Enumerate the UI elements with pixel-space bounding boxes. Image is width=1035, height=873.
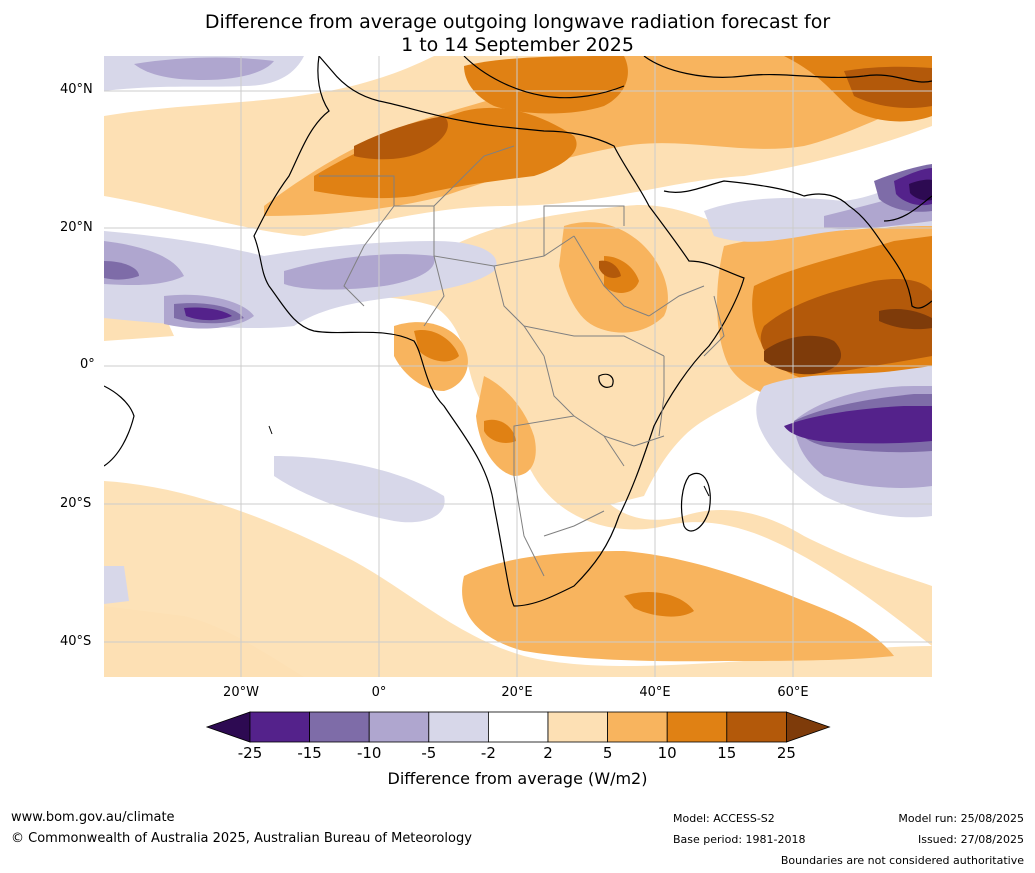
disclaimer-text: Boundaries are not considered authoritat… xyxy=(780,854,1024,867)
lon-tick-label: 0° xyxy=(371,685,387,700)
lon-tick-label: 40°E xyxy=(639,685,671,700)
colorbar-tick-label: 2 xyxy=(543,744,553,762)
anomaly-over25-fill xyxy=(764,308,932,375)
gridlines xyxy=(104,56,932,677)
lat-tick-label: 40°S xyxy=(60,634,92,649)
anomaly-map xyxy=(103,54,933,677)
colorbar-segment xyxy=(666,711,728,743)
website-text: www.bom.gov.au/climate xyxy=(11,810,175,825)
chart-title-line1: Difference from average outgoing longwav… xyxy=(204,11,831,33)
colorbar-tick-label: 15 xyxy=(717,744,737,762)
base-period-text: Base period: 1981-2018 xyxy=(673,833,806,846)
lon-tick-label: 60°E xyxy=(777,685,809,700)
lat-tick-label: 40°N xyxy=(60,82,93,97)
lat-tick-label: 0° xyxy=(80,357,95,372)
colorbar-title: Difference from average (W/m2) xyxy=(387,769,648,788)
colorbar-segment xyxy=(249,711,310,743)
colorbar-tick-label: -2 xyxy=(480,744,496,762)
map-area xyxy=(103,54,933,677)
model-run-text: Model run: 25/08/2025 xyxy=(898,812,1024,825)
coastlines xyxy=(103,54,933,607)
colorbar-tick-label: 10 xyxy=(657,744,677,762)
colorbar-tick-label: 25 xyxy=(776,744,796,762)
colorbar-segment xyxy=(607,711,668,743)
colorbar-segment xyxy=(547,711,608,743)
colorbar-tick-label: -10 xyxy=(356,744,382,762)
colorbar xyxy=(205,711,831,743)
colorbar-tick-label: -25 xyxy=(237,744,263,762)
copyright-text: © Commonwealth of Australia 2025, Austra… xyxy=(11,831,472,846)
colorbar-tick-label: 5 xyxy=(602,744,613,762)
colorbar-segment xyxy=(726,711,787,743)
issued-text: Issued: 27/08/2025 xyxy=(917,833,1024,846)
lon-tick-label: 20°E xyxy=(501,685,533,700)
colorbar-segment xyxy=(487,711,549,743)
colorbar-arrow-low xyxy=(205,711,251,743)
colorbar-tick-label: -15 xyxy=(297,744,322,762)
colorbar-tick-label: -5 xyxy=(421,744,437,762)
colorbar-segment xyxy=(428,711,489,743)
chart-title-line2: 1 to 14 September 2025 xyxy=(401,34,634,56)
colorbar-segment xyxy=(368,711,430,743)
colorbar-segment xyxy=(309,711,370,743)
country-borders xyxy=(319,145,725,577)
anomaly-under-neg25-fill xyxy=(909,179,932,201)
model-text: Model: ACCESS-S2 xyxy=(673,812,775,825)
colorbar-arrow-high xyxy=(786,711,831,743)
lat-tick-label: 20°N xyxy=(60,220,93,235)
islands xyxy=(268,425,710,497)
lat-tick-label: 20°S xyxy=(60,496,92,511)
lon-tick-label: 20°W xyxy=(223,685,259,700)
